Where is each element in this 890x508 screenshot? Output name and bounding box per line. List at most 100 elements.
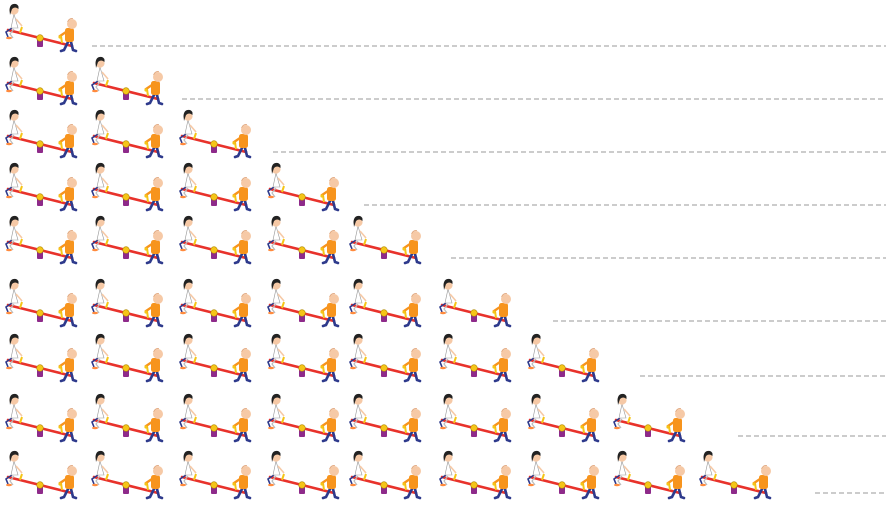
boy-figure (58, 71, 78, 106)
boy-figure (144, 230, 164, 265)
seesaw-icon (349, 450, 422, 500)
girl-figure (179, 109, 197, 146)
girl-figure (5, 393, 23, 430)
boy-figure (492, 408, 512, 443)
seesaw-icon (349, 333, 422, 383)
girl-figure (613, 450, 631, 487)
seesaw-icon (5, 393, 78, 443)
boy-figure (402, 293, 422, 328)
girl-figure (5, 215, 23, 252)
boy-figure (492, 348, 512, 383)
seesaw-icon (267, 162, 340, 212)
boy-figure (58, 465, 78, 500)
boy-figure (320, 408, 340, 443)
boy-figure (58, 293, 78, 328)
seesaw-icon (349, 393, 422, 443)
boy-figure (232, 408, 252, 443)
girl-figure (349, 450, 367, 487)
boy-figure (320, 293, 340, 328)
seesaw-icon (91, 393, 164, 443)
girl-figure (179, 450, 197, 487)
girl-figure (179, 278, 197, 315)
boy-figure (492, 465, 512, 500)
boy-figure (144, 293, 164, 328)
boy-figure (580, 408, 600, 443)
seesaw-icon (5, 450, 78, 500)
seesaw-icon (439, 333, 512, 383)
boy-figure (144, 348, 164, 383)
seesaw-icon (5, 333, 78, 383)
seesaw-icon (179, 215, 252, 265)
seesaw-icon (527, 333, 600, 383)
girl-figure (5, 333, 23, 370)
boy-figure (320, 230, 340, 265)
boy-figure (666, 465, 686, 500)
seesaw-icon (91, 333, 164, 383)
girl-figure (349, 393, 367, 430)
girl-figure (91, 450, 109, 487)
boy-figure (144, 465, 164, 500)
girl-figure (91, 393, 109, 430)
seesaw-icon (349, 278, 422, 328)
seesaw-icon (179, 333, 252, 383)
girl-figure (5, 278, 23, 315)
seesaw-icon (91, 278, 164, 328)
boy-figure (144, 124, 164, 159)
seesaw-icon (439, 393, 512, 443)
girl-figure (267, 393, 285, 430)
girl-figure (439, 333, 457, 370)
seesaw-icon (527, 393, 600, 443)
boy-figure (58, 177, 78, 212)
girl-figure (91, 333, 109, 370)
boy-figure (58, 124, 78, 159)
seesaw-icon (267, 450, 340, 500)
girl-figure (179, 162, 197, 199)
girl-figure (179, 333, 197, 370)
girl-figure (267, 333, 285, 370)
seesaw-icon (179, 393, 252, 443)
seesaw-icon (5, 56, 78, 106)
girl-figure (91, 56, 109, 93)
girl-figure (527, 450, 545, 487)
seesaw-icon (267, 278, 340, 328)
girl-figure (91, 215, 109, 252)
seesaw-icon (267, 393, 340, 443)
boy-figure (666, 408, 686, 443)
seesaw-icon (613, 450, 686, 500)
seesaw-icon (439, 450, 512, 500)
girl-figure (267, 215, 285, 252)
girl-figure (5, 3, 23, 40)
seesaw-icon (5, 3, 78, 53)
seesaw-icon (527, 450, 600, 500)
girl-figure (439, 393, 457, 430)
boy-figure (580, 348, 600, 383)
boy-figure (402, 230, 422, 265)
girl-figure (179, 393, 197, 430)
seesaw-icon (179, 278, 252, 328)
girl-figure (5, 109, 23, 146)
girl-figure (267, 278, 285, 315)
seesaw-icon (91, 215, 164, 265)
seesaw-icon (5, 278, 78, 328)
boy-figure (58, 348, 78, 383)
boy-figure (402, 348, 422, 383)
boy-figure (144, 177, 164, 212)
boy-figure (144, 408, 164, 443)
seesaw-icon (91, 450, 164, 500)
boy-figure (402, 408, 422, 443)
boy-figure (320, 348, 340, 383)
girl-figure (5, 450, 23, 487)
seesaw-icon (699, 450, 772, 500)
seesaw-icon (91, 162, 164, 212)
girl-figure (5, 56, 23, 93)
girl-figure (91, 162, 109, 199)
girl-figure (267, 450, 285, 487)
girl-figure (349, 215, 367, 252)
boy-figure (492, 293, 512, 328)
seesaw-icon (179, 109, 252, 159)
girl-figure (5, 162, 23, 199)
girl-figure (91, 109, 109, 146)
girl-figure (439, 278, 457, 315)
